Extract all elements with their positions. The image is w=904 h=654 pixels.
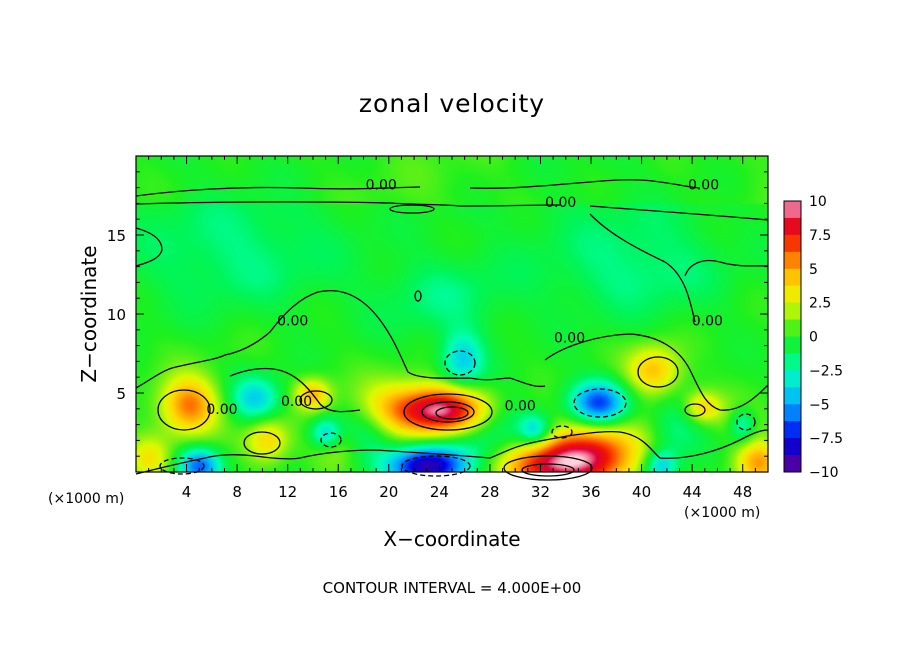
x-unit-label-right: (×1000 m) (684, 505, 760, 521)
y-tick-label: 10 (107, 306, 126, 324)
y-tick-label: 5 (116, 385, 126, 403)
contour-line (589, 205, 769, 221)
contour-line (637, 356, 679, 388)
contour-line (320, 432, 342, 448)
contour-line (159, 457, 205, 475)
y-axis-title: Z−coordinate (77, 245, 101, 382)
contour-line (573, 388, 627, 418)
heatmap-field (136, 156, 768, 472)
contour-interval-note: CONTOUR INTERVAL = 4.000E+00 (323, 579, 582, 597)
contour-line (135, 227, 163, 267)
colorbar-label: 5 (809, 262, 818, 278)
x-tick-label: 28 (480, 483, 499, 501)
x-tick-label: 12 (278, 483, 297, 501)
contour-label: 0.00 (545, 195, 576, 211)
colorbar-block (784, 438, 801, 456)
colorbar-block (784, 201, 801, 219)
contour-line (401, 455, 471, 477)
contour-line (444, 350, 476, 376)
colorbar-block (784, 404, 801, 422)
colorbar-block (784, 319, 801, 337)
x-tick-label: 8 (232, 483, 242, 501)
contour-label: 0.00 (692, 313, 723, 329)
contour-line (135, 454, 301, 475)
contour-line (299, 429, 769, 459)
contour-label: 0.00 (554, 331, 585, 347)
contour-line (435, 406, 469, 420)
colorbar-label: 2.5 (809, 296, 831, 312)
colorbar-label: −10 (809, 465, 839, 481)
colorbar-label: 0 (809, 330, 818, 346)
colorbar-label: −5 (809, 397, 830, 413)
x-tick-label: 36 (581, 483, 600, 501)
x-tick-label: 40 (632, 483, 651, 501)
contour-line (229, 367, 361, 413)
colorbar-label: 10 (809, 194, 827, 210)
colorbar-block (784, 285, 801, 304)
contour-line (403, 393, 493, 431)
contour-line (421, 401, 475, 423)
colorbar-label: −7.5 (809, 431, 843, 447)
contour-line (544, 333, 769, 411)
contour-labels: 0.00 0.00 0.00 0.00 0.00 0.00 0.00 0.00 0.00 (206, 177, 723, 417)
contour-line (684, 403, 706, 417)
contour-line (684, 259, 769, 277)
chart-title: zonal velocity (359, 89, 545, 118)
x-tick-label: 44 (683, 483, 702, 501)
contour-line (299, 390, 333, 410)
x-tick-label: 20 (379, 483, 398, 501)
colorbar-label: −2.5 (809, 363, 843, 379)
contour-line (135, 201, 561, 207)
contour-line (521, 463, 575, 477)
colorbar-frame (783, 200, 802, 473)
contour-line (243, 431, 281, 455)
colorbar-block (784, 251, 801, 270)
contour-line (157, 389, 211, 431)
contour-label: 0.00 (688, 177, 719, 193)
contour-line (389, 204, 435, 214)
colorbar-label: 7.5 (809, 228, 831, 244)
contour-label: 0.00 (281, 394, 312, 410)
contour-line (414, 290, 422, 302)
contour-label: 0.00 (505, 399, 536, 415)
contour-label: 0.00 (206, 402, 237, 418)
x-unit-label-left: (×1000 m) (48, 491, 124, 507)
colorbar-blocks (784, 201, 801, 473)
colorbar-block (784, 217, 801, 236)
colorbar-block (784, 302, 801, 321)
contour-label: 0.00 (277, 313, 308, 329)
x-tick-label: 4 (182, 483, 192, 501)
colorbar: 10 7.5 5 2.5 0 −2.5 −5 −7.5 −10 (783, 194, 843, 481)
x-tick-label: 48 (733, 483, 752, 501)
colorbar-block (784, 455, 801, 473)
y-tick-label: 15 (107, 227, 126, 245)
contour-line (503, 455, 593, 481)
x-axis-title: X−coordinate (383, 527, 520, 551)
x-tick-label: 16 (329, 483, 348, 501)
contour-line (589, 213, 696, 323)
contour-line (469, 179, 701, 189)
contour-line (736, 413, 756, 431)
colorbar-block (784, 421, 801, 439)
colorbar-block (784, 353, 801, 371)
contour-lines (135, 179, 769, 481)
contour-label: 0.00 (366, 177, 397, 193)
colorbar-block (784, 370, 801, 388)
colorbar-block (784, 336, 801, 354)
colorbar-block (784, 234, 801, 253)
x-tick-label: 24 (430, 483, 449, 501)
contour-line (135, 290, 546, 389)
x-tick-label: 32 (531, 483, 550, 501)
y-axis-ticks: 5 10 15 (107, 171, 768, 457)
contour-line (551, 425, 573, 439)
colorbar-block (784, 268, 801, 287)
contour-line (135, 186, 421, 197)
x-axis-ticks: 4 8 12 16 20 24 28 32 36 40 44 48 (148, 156, 756, 501)
colorbar-labels: 10 7.5 5 2.5 0 −2.5 −5 −7.5 −10 (809, 194, 843, 481)
colorbar-block (784, 387, 801, 405)
